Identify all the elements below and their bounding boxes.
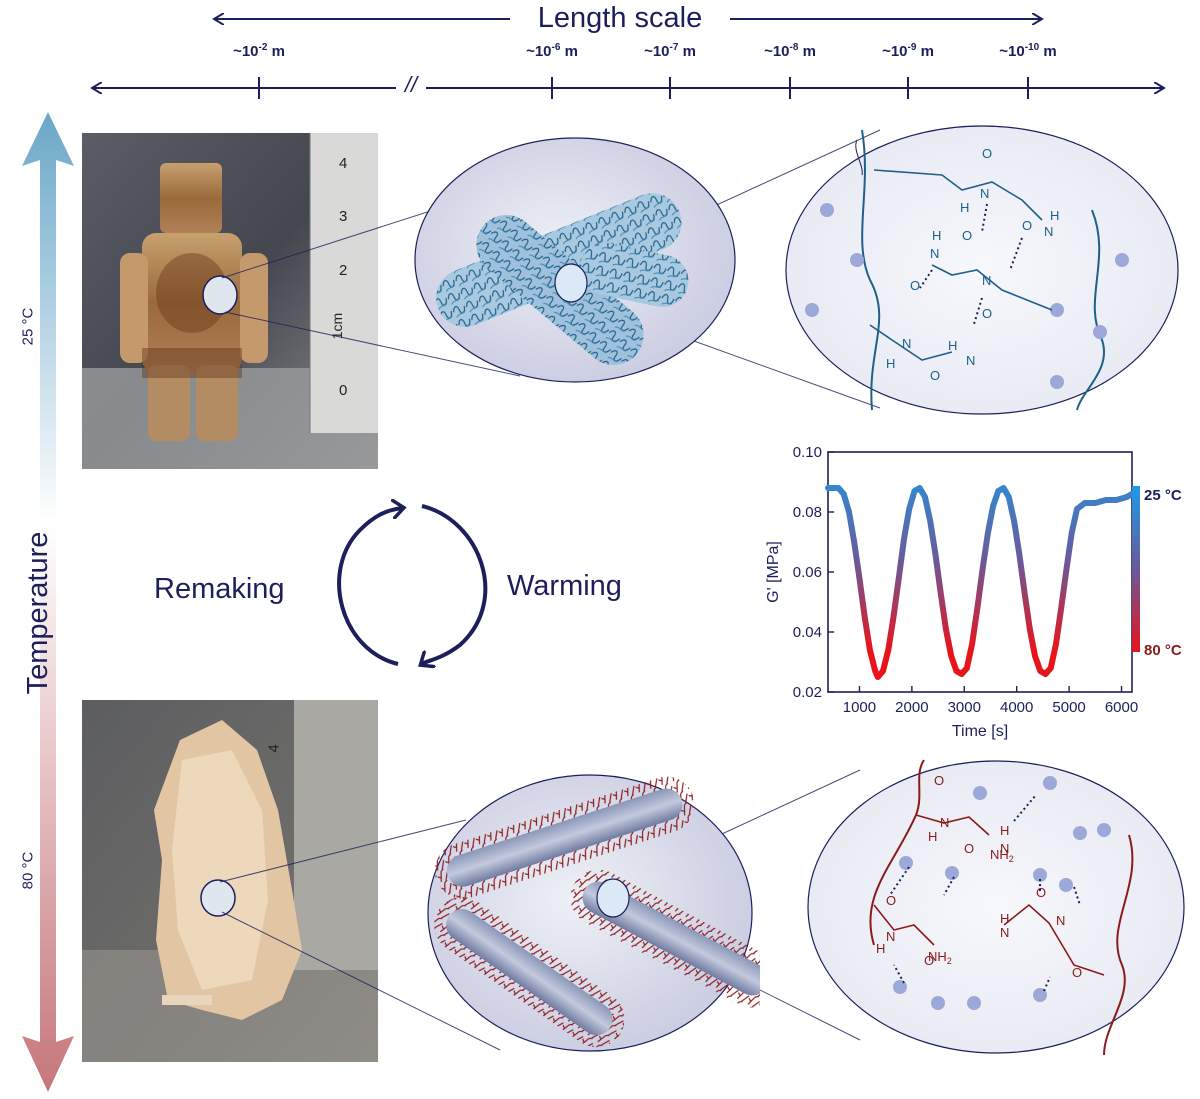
atom-label: H — [1000, 911, 1009, 926]
atom-label: O — [982, 146, 992, 161]
atom-label: H — [928, 829, 937, 844]
warming-label: Warming — [507, 570, 622, 602]
length-scale-arrows — [0, 0, 1200, 99]
atom-label: O — [1022, 218, 1032, 233]
atom-label: N — [1000, 841, 1009, 856]
series-line — [825, 485, 1135, 680]
nh2-label: NH2 — [928, 949, 952, 966]
atom-label: N — [966, 353, 975, 368]
ruler-number: 2 — [339, 262, 348, 279]
atom-label: O — [962, 228, 972, 243]
y-tick-label: 0.06 — [793, 564, 822, 581]
axis-break-mark: // — [396, 72, 426, 98]
ruler-number: 4 — [339, 155, 348, 172]
y-tick-label: 0.10 — [793, 444, 822, 461]
atom-label: O — [910, 278, 920, 293]
y-tick-label: 0.02 — [793, 684, 822, 701]
figurine-melted — [154, 720, 302, 1020]
temperature-arrow — [22, 112, 74, 1092]
zoom-spot — [202, 275, 238, 315]
atom-label: N — [886, 929, 895, 944]
molecular-detail-80c: O N H O H N O N H O H N O N O NH2 NH2 — [807, 759, 1185, 1055]
x-tick-label: 1000 — [843, 699, 876, 716]
y-axis-label: G' [MPa] — [765, 541, 782, 603]
x-tick-label: 3000 — [948, 699, 981, 716]
tick-label: ~10-7 m — [644, 42, 696, 60]
molecular-detail-25c: O N H O H N O H N N O O N H O H N — [785, 125, 1187, 415]
warming-arrow — [422, 504, 488, 664]
photo-figurine-25c — [82, 133, 378, 469]
colorbar — [1132, 486, 1140, 652]
atom-label: O — [964, 841, 974, 856]
zoom-spot — [200, 879, 236, 917]
atom-label: O — [930, 368, 940, 383]
tick-label: ~10-2 m — [233, 42, 285, 60]
ruler-number: 3 — [339, 208, 348, 225]
storage-modulus-chart: 1000 2000 3000 4000 5000 6000 0.02 0.04 0.06 0.08… — [765, 444, 1182, 740]
cycle-arrows — [337, 480, 488, 690]
figurine — [120, 163, 268, 441]
x-tick-label: 5000 — [1052, 699, 1085, 716]
atom-label: H — [1050, 208, 1059, 223]
atom-label: N — [982, 273, 991, 288]
atom-label: O — [886, 893, 896, 908]
remaking-label: Remaking — [154, 573, 285, 605]
atom-label: N — [902, 336, 911, 351]
y-tick-label: 0.08 — [793, 504, 822, 521]
fiber-bundle-25c — [414, 137, 736, 383]
y-tick-label: 0.04 — [793, 624, 822, 641]
atom-label: H — [886, 356, 895, 371]
tick-label: ~10-6 m — [526, 42, 578, 60]
atom-label: O — [934, 773, 944, 788]
atom-label: H — [948, 338, 957, 353]
atom-label: H — [960, 200, 969, 215]
x-axis-label: Time [s] — [952, 723, 1008, 740]
atom-label: N — [980, 186, 989, 201]
tick-label: ~10-9 m — [882, 42, 934, 60]
colorbar-top-label: 25 °C — [1144, 487, 1182, 504]
atom-label: H — [876, 941, 885, 956]
atom-label: N — [1056, 913, 1065, 928]
photo-figurine-80c — [82, 700, 378, 1062]
zoom-spot — [554, 263, 588, 303]
atom-label: O — [1036, 885, 1046, 900]
nh2-label: NH2 — [990, 847, 1014, 864]
zoom-spot — [596, 878, 630, 918]
x-tick-label: 6000 — [1105, 699, 1138, 716]
atom-label: N — [1044, 224, 1053, 239]
x-tick-label: 4000 — [1000, 699, 1033, 716]
remaking-arrow — [337, 508, 402, 666]
tick-label: ~10-10 m — [999, 42, 1057, 60]
atom-label: O — [924, 953, 934, 968]
atom-label: N — [930, 246, 939, 261]
atom-label: N — [1000, 925, 1009, 940]
ruler — [309, 133, 378, 433]
atom-label: O — [982, 306, 992, 321]
tick-label: ~10-8 m — [764, 42, 816, 60]
length-scale-title: Length scale — [537, 2, 703, 34]
x-tick-label: 2000 — [895, 699, 928, 716]
atom-label: O — [1072, 965, 1082, 980]
ruler-number: 0 — [339, 382, 348, 399]
fiber-bundle-80c — [427, 774, 760, 1052]
atom-label: H — [932, 228, 941, 243]
colorbar-bottom-label: 80 °C — [1144, 642, 1182, 659]
atom-label: H — [1000, 823, 1009, 838]
